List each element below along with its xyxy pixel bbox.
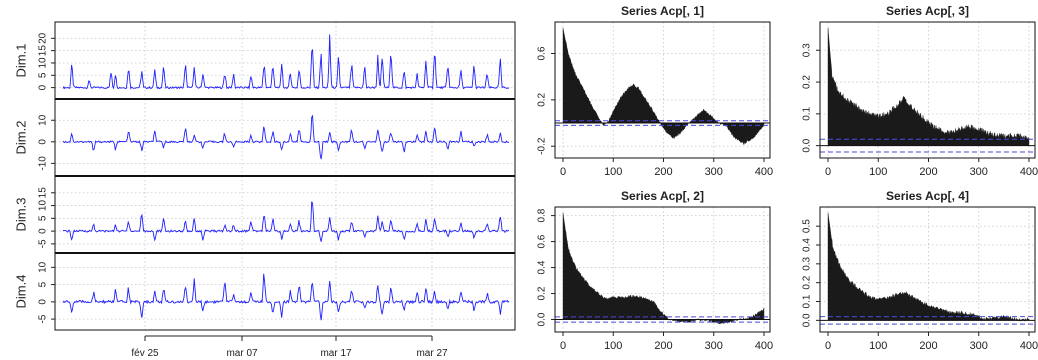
panel-frame <box>819 206 1036 333</box>
y-tick-label: 0 <box>38 139 49 145</box>
x-tick-label: 400 <box>1020 340 1038 352</box>
x-tick-label: mar 17 <box>320 348 352 359</box>
y-tick-label: 0 <box>38 228 49 234</box>
panel-label: Dim.2 <box>13 121 28 155</box>
y-tick-label: -5 <box>38 314 49 323</box>
x-tick-label: 0 <box>825 166 831 178</box>
panel-label: Dim.3 <box>13 198 28 232</box>
x-tick-label: 0 <box>825 340 831 352</box>
panel-frame <box>554 206 771 333</box>
y-tick-label: 0.0 <box>537 312 548 326</box>
y-tick-label: 0.1 <box>802 106 813 120</box>
x-tick-label: mar 07 <box>226 348 258 359</box>
y-tick-label: 10 <box>38 261 49 273</box>
y-tick-label: 0.8 <box>537 208 548 222</box>
panel-frame <box>54 175 516 254</box>
x-tick-label: 200 <box>654 166 672 178</box>
series-line-Dim.1 <box>62 34 510 91</box>
y-tick-label: 10 <box>38 57 49 69</box>
y-tick-label: -0.2 <box>537 137 548 155</box>
y-tick-label: 0.3 <box>802 43 813 57</box>
series-line-Dim.4 <box>62 273 510 321</box>
acf-bars <box>562 27 765 146</box>
y-tick-label: 0.4 <box>802 238 813 252</box>
y-tick-label: 15 <box>38 187 49 199</box>
panel-title: Series Acp[, 4] <box>886 189 969 203</box>
acf-panel-2: Series Acp[, 3] 0 100 200 300 400 0.0 0.1 0.2 0.3 <box>802 4 1038 178</box>
y-tick-label: 5 <box>38 281 49 287</box>
y-tick-label: 0.2 <box>537 286 548 300</box>
panel-dim4: -5 0 5 10 Dim.4 <box>13 252 516 331</box>
y-tick-label: -10 <box>38 156 49 171</box>
y-tick-label: 0.6 <box>537 234 548 248</box>
x-tick-label: 400 <box>755 340 773 352</box>
panel-frame <box>819 21 1036 159</box>
x-tick-label: 400 <box>755 166 773 178</box>
x-tick-label: 200 <box>919 166 937 178</box>
y-tick-label: 20 <box>38 32 49 44</box>
x-tick-label: 300 <box>705 166 723 178</box>
y-tick-label: 0.0 <box>802 138 813 152</box>
acf-bars <box>827 27 1030 146</box>
x-tick-label: 100 <box>869 340 887 352</box>
panel-dim2: -10 0 10 Dim.2 <box>13 98 516 177</box>
y-tick-label: 0.2 <box>537 92 548 106</box>
y-tick-label: 10 <box>38 114 49 126</box>
x-tick-label: 100 <box>604 166 622 178</box>
x-tick-label: 0 <box>560 340 566 352</box>
panel-title: Series Acp[, 1] <box>621 4 704 18</box>
x-tick-label: fév 25 <box>131 348 159 359</box>
acf-panel-1: Series Acp[, 1] 0 100 200 300 400 -0.2 0.2 0.6 <box>537 4 774 178</box>
y-tick-label: 10 <box>38 200 49 212</box>
x-tick-label: 300 <box>970 166 988 178</box>
y-tick-label: 5 <box>38 72 49 78</box>
x-tick-label: 400 <box>1020 166 1038 178</box>
acf-panel-4: Series Acp[, 4] 0 100 200 300 400 0.0 0.1 0.2 0.3… <box>802 189 1038 352</box>
y-tick-label: 0.2 <box>802 75 813 89</box>
y-tick-label: 0 <box>38 84 49 90</box>
y-tick-label: 0.1 <box>802 294 813 308</box>
y-tick-label: 0.3 <box>802 256 813 270</box>
panel-frame <box>54 252 516 331</box>
panel-title: Series Acp[, 3] <box>886 4 969 18</box>
series-line-Dim.2 <box>62 114 510 160</box>
y-tick-label: 5 <box>38 215 49 221</box>
y-tick-label: -5 <box>38 239 49 248</box>
panel-label: Dim.1 <box>13 44 28 78</box>
panel-frame <box>54 98 516 177</box>
x-tick-label: 100 <box>869 166 887 178</box>
y-tick-label: 0.2 <box>802 275 813 289</box>
x-tick-label: 0 <box>560 166 566 178</box>
y-tick-label: 0 <box>38 299 49 305</box>
x-tick-label: 300 <box>705 340 723 352</box>
panel-frame <box>554 21 771 159</box>
x-tick-label: 200 <box>654 340 672 352</box>
x-tick-label: 200 <box>919 340 937 352</box>
x-tick-label: mar 27 <box>416 348 448 359</box>
x-tick-label: 300 <box>970 340 988 352</box>
y-tick-label: 0.0 <box>802 313 813 327</box>
acf-panel-3: Series Acp[, 2] 0 100 200 300 400 0.0 0.2 0.4 0.6… <box>537 189 774 352</box>
y-tick-label: 0.4 <box>537 260 548 274</box>
y-tick-label: 15 <box>38 45 49 57</box>
y-tick-label: 0.5 <box>802 219 813 233</box>
x-tick-label: 100 <box>604 340 622 352</box>
panel-label: Dim.4 <box>13 275 28 309</box>
y-tick-label: 0.6 <box>537 46 548 60</box>
panel-title: Series Acp[, 2] <box>621 189 704 203</box>
series-line-Dim.3 <box>63 201 510 242</box>
